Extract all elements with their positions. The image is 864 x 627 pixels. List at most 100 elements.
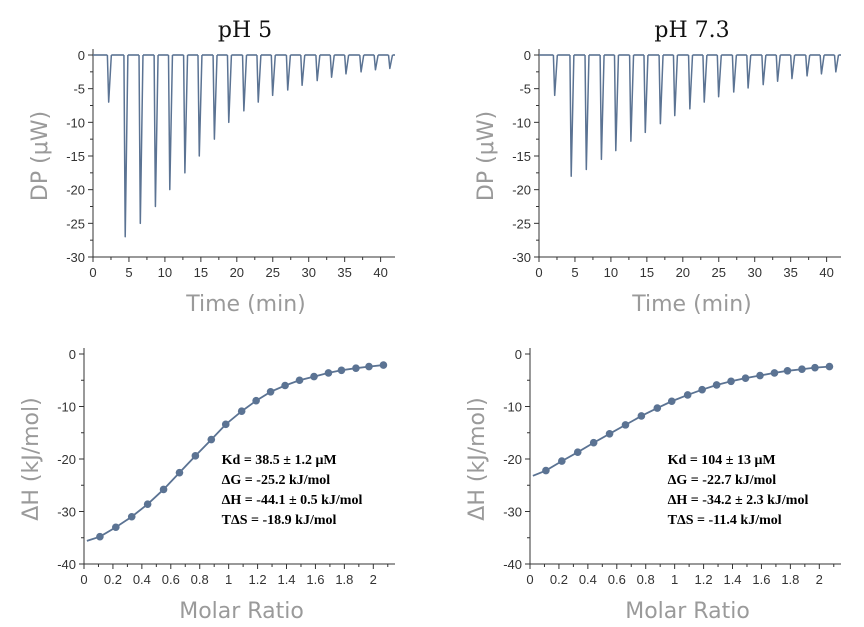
- x-axis-title: Molar Ratio: [625, 599, 750, 624]
- data-point: [143, 500, 152, 508]
- x-tick-label: 10: [604, 265, 618, 280]
- data-point: [756, 371, 764, 380]
- injection-peak: [775, 54, 781, 83]
- y-tick-label: 0: [69, 347, 76, 362]
- injection-peak: [552, 54, 559, 97]
- fit-parameter-text: TΔS = -18.9 kJ/mol: [222, 513, 337, 528]
- x-tick-label: 1.2: [695, 572, 713, 587]
- injection-peak: [373, 54, 379, 71]
- data-point: [783, 367, 792, 375]
- x-tick-label: 35: [783, 265, 797, 280]
- x-tick-label: 0: [535, 265, 542, 280]
- data-point: [221, 420, 230, 429]
- x-tick-label: 1.6: [752, 572, 770, 587]
- x-tick-label: 5: [125, 265, 132, 280]
- injection-peak: [106, 54, 113, 103]
- data-point: [191, 452, 200, 460]
- x-tick-label: 35: [337, 265, 351, 280]
- injection-peak: [805, 54, 811, 77]
- data-point: [310, 372, 318, 381]
- y-axis-title: ΔH (kJ/mol): [19, 397, 44, 520]
- data-point: [266, 388, 275, 396]
- y-tick-label: -10: [503, 400, 522, 415]
- injection-peak: [241, 54, 248, 112]
- injection-peak: [300, 54, 306, 87]
- x-tick-label: 25: [712, 265, 726, 280]
- x-axis-title: Time (min): [631, 292, 752, 317]
- injection-peak: [167, 54, 174, 191]
- injection-peak: [613, 54, 620, 152]
- x-tick-label: 1.6: [306, 572, 324, 587]
- x-tick-label: 0.8: [637, 572, 655, 587]
- dh-plot-ph5: 0 -10 -20 -30 -40 0 0.2 0.4 0.6 0.8 1 1.2 1.4 1.6 1.8 2…: [19, 347, 395, 624]
- injection-peak: [819, 54, 825, 75]
- x-tick-label: 1.8: [335, 572, 353, 587]
- injection-peak: [672, 54, 679, 117]
- data-point: [573, 448, 582, 456]
- y-tick-label: -30: [503, 505, 522, 520]
- x-tick-label: 1.2: [249, 572, 267, 587]
- injection-peak: [153, 54, 159, 208]
- injection-peak: [789, 54, 796, 80]
- data-point: [365, 362, 373, 371]
- y-tick-label: -10: [57, 400, 76, 415]
- y-tick-label: -10: [66, 115, 85, 130]
- data-point: [667, 397, 676, 406]
- data-point: [770, 369, 779, 377]
- data-point: [712, 381, 721, 389]
- data-point: [337, 366, 346, 375]
- y-tick-label: -20: [503, 452, 522, 467]
- y-tick-label: 0: [524, 48, 531, 63]
- injection-peak: [197, 54, 203, 157]
- injection-peak: [746, 54, 752, 89]
- x-tick-label: 15: [194, 265, 208, 280]
- x-tick-label: 2: [370, 572, 377, 587]
- data-point: [811, 363, 819, 372]
- dp-plot-ph5: 0 -5 -10 -15 -20 -25 -30 0 5 10 15 20 25 30 35 40 Time (…: [28, 48, 395, 317]
- panel-title-ph73: pH 7.3: [654, 18, 729, 43]
- x-tick-label: 20: [230, 265, 244, 280]
- fit-parameter-text: ΔG = -25.2 kJ/mol: [222, 473, 331, 488]
- injection-peak: [387, 54, 394, 70]
- injection-peak: [599, 54, 605, 161]
- x-tick-label: 0: [80, 572, 87, 587]
- injection-peak: [687, 54, 694, 110]
- data-point: [352, 364, 360, 372]
- x-tick-label: 30: [301, 265, 315, 280]
- injection-peak: [138, 54, 144, 225]
- injection-peak: [359, 54, 365, 73]
- x-axis-title: Time (min): [185, 292, 306, 317]
- data-point: [605, 430, 614, 438]
- x-tick-label: 20: [676, 265, 690, 280]
- injection-peak: [761, 54, 767, 86]
- injection-peak: [702, 54, 708, 103]
- fit-parameter-text: ΔH = -44.1 ± 0.5 kJ/mol: [222, 493, 363, 508]
- injection-peak: [226, 54, 233, 124]
- data-point: [207, 435, 216, 444]
- x-tick-label: 30: [747, 265, 761, 280]
- panel-title-ph5: pH 5: [218, 18, 272, 43]
- x-tick-label: 5: [571, 265, 578, 280]
- x-tick-label: 0: [89, 265, 96, 280]
- x-tick-label: 25: [266, 265, 280, 280]
- data-point: [159, 485, 168, 494]
- y-tick-label: -20: [512, 183, 531, 198]
- x-tick-label: 15: [640, 265, 654, 280]
- y-tick-label: -40: [57, 557, 76, 572]
- data-point: [637, 412, 646, 420]
- data-point: [96, 532, 104, 541]
- y-tick-label: -30: [57, 505, 76, 520]
- y-axis-title: ΔH (kJ/mol): [465, 397, 490, 520]
- y-tick-label: -20: [66, 183, 85, 198]
- data-point: [295, 376, 304, 385]
- data-point: [324, 369, 333, 377]
- injection-peak: [123, 54, 129, 238]
- fit-parameter-text: Kd = 38.5 ± 1.2 μM: [222, 453, 337, 468]
- x-tick-label: 1.8: [781, 572, 799, 587]
- injection-peak: [315, 54, 321, 82]
- injection-peak: [270, 54, 277, 97]
- y-tick-label: -5: [519, 82, 531, 97]
- y-axis-title: DP (μW): [474, 111, 499, 201]
- y-tick-label: -20: [57, 452, 76, 467]
